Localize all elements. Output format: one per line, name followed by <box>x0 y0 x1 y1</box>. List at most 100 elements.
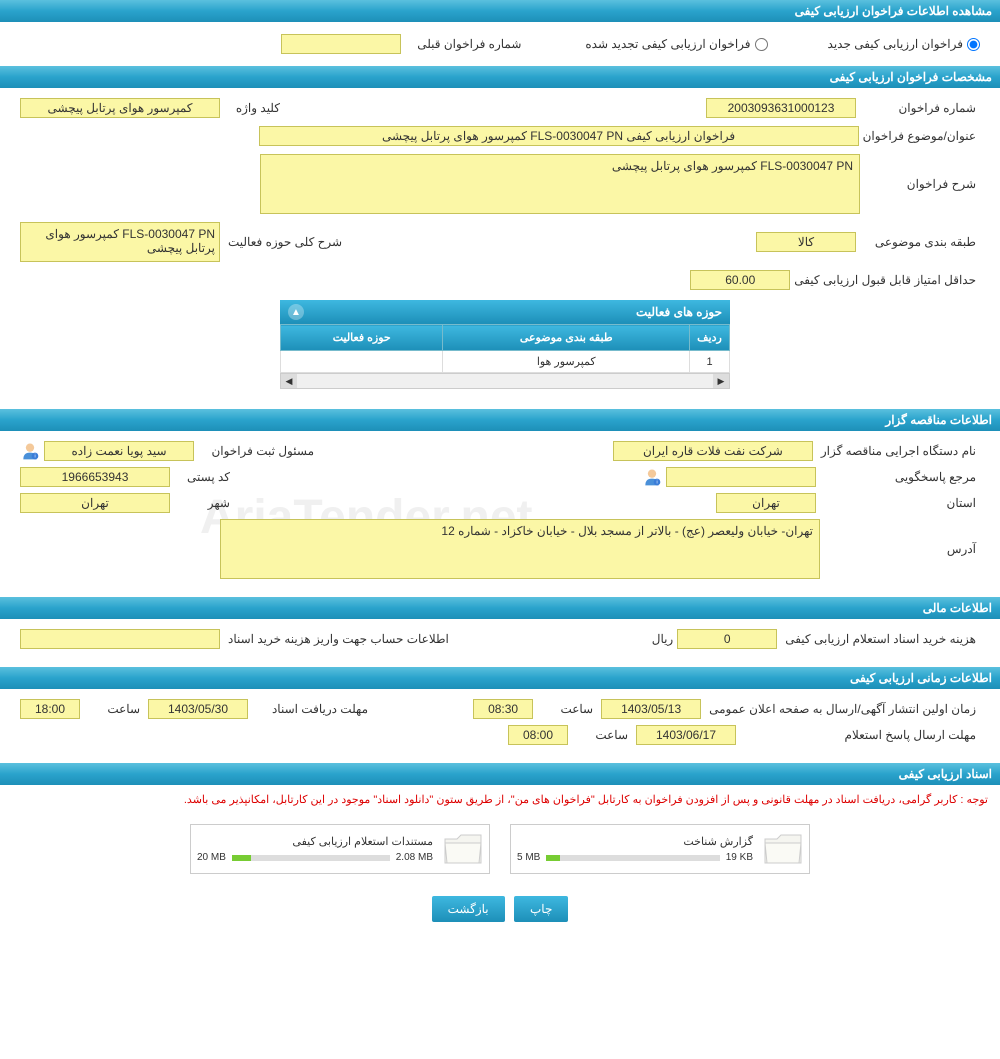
radio-renewed-input[interactable] <box>755 38 768 51</box>
call-number-label: شماره فراخوان <box>860 101 980 115</box>
city-value: تهران <box>20 493 170 513</box>
print-button[interactable]: چاپ <box>514 896 568 922</box>
responder-label: مرجع پاسخگویی <box>820 470 980 484</box>
deadline-date: 1403/05/30 <box>148 699 248 719</box>
city-label: شهر <box>174 496 234 510</box>
responder-value <box>666 467 816 487</box>
desc-value: FLS-0030047 PN کمپرسور هوای پرتابل پیچشی <box>260 154 860 214</box>
scroll-bar[interactable]: ▶ ◀ <box>280 373 730 389</box>
back-button[interactable]: بازگشت <box>432 896 505 922</box>
response-time: 08:00 <box>508 725 568 745</box>
bar-fill-2 <box>232 855 251 861</box>
file-name-1: گزارش شناخت <box>517 835 753 848</box>
postal-value: 1966653943 <box>20 467 170 487</box>
radio-new-label: فراخوان ارزیابی کیفی جدید <box>828 37 963 51</box>
title-value: فراخوان ارزیابی کیفی FLS-0030047 PN کمپر… <box>259 126 859 146</box>
min-score-value: 60.00 <box>690 270 790 290</box>
section-header-view-info: مشاهده اطلاعات فراخوان ارزیابی کیفی <box>0 0 1000 22</box>
col-activity: حوزه فعالیت <box>281 325 443 351</box>
file-info-2: مستندات استعلام ارزیابی کیفی 20 MB 2.08 … <box>197 835 433 863</box>
radio-renewed-call[interactable]: فراخوان ارزیابی کیفی تجدید شده <box>585 37 767 51</box>
tenderer-body: نام دستگاه اجرایی مناقصه گزار شرکت نفت ف… <box>0 431 1000 597</box>
radio-new-input[interactable] <box>967 38 980 51</box>
cell-category: کمپرسور هوا <box>443 351 690 373</box>
activity-scope-label: شرح کلی حوزه فعالیت <box>224 235 346 249</box>
hour-label-1: ساعت <box>537 702 597 716</box>
activity-scope-value: FLS-0030047 PN کمپرسور هوای پرتابل پیچشی <box>20 222 220 262</box>
province-label: استان <box>820 496 980 510</box>
user-icon: i <box>642 467 662 487</box>
file-bar-2: 20 MB 2.08 MB <box>197 852 433 863</box>
radio-renewed-label: فراخوان ارزیابی کیفی تجدید شده <box>585 37 750 51</box>
svg-text:i: i <box>34 454 35 460</box>
file1-total: 5 MB <box>517 852 540 863</box>
keyword-value: کمپرسور هوای پرتابل پیچشی <box>20 98 220 118</box>
postal-label: کد پستی <box>174 470 234 484</box>
title-label: عنوان/موضوع فراخوان <box>859 129 980 143</box>
specs-body: شماره فراخوان 2003093631000123 کلید واژه… <box>0 88 1000 409</box>
desc-label: شرح فراخوان <box>860 177 980 191</box>
hour-label-3: ساعت <box>572 728 632 742</box>
account-label: اطلاعات حساب جهت واریز هزینه خرید اسناد <box>224 632 453 646</box>
publish-label: زمان اولین انتشار آگهی/ارسال به صفحه اعل… <box>705 702 980 716</box>
user-icon: i <box>20 441 40 461</box>
file-row: گزارش شناخت 5 MB 19 KB مستندات استعلام ا… <box>0 814 1000 884</box>
rial-label: ریال <box>652 632 674 646</box>
publish-date: 1403/05/13 <box>601 699 701 719</box>
cost-value: 0 <box>677 629 777 649</box>
activity-table-header: حوزه های فعالیت ▲ <box>280 300 730 324</box>
activity-table-title: حوزه های فعالیت <box>636 305 722 319</box>
folder-icon <box>443 831 483 867</box>
prev-number-value <box>281 34 401 54</box>
file-card-1[interactable]: گزارش شناخت 5 MB 19 KB <box>510 824 810 874</box>
cell-idx: 1 <box>690 351 730 373</box>
section-header-timing: اطلاعات زمانی ارزیابی کیفی <box>0 667 1000 689</box>
activity-table-container: حوزه های فعالیت ▲ ردیف طبقه بندی موضوعی … <box>280 300 730 389</box>
org-value: شرکت نفت فلات قاره ایران <box>613 441 813 461</box>
radio-new-call[interactable]: فراخوان ارزیابی کیفی جدید <box>828 37 980 51</box>
file-bar-1: 5 MB 19 KB <box>517 852 753 863</box>
file2-total: 20 MB <box>197 852 226 863</box>
account-value <box>20 629 220 649</box>
registrar-value: سید پویا نعمت زاده <box>44 441 194 461</box>
col-row: ردیف <box>690 325 730 351</box>
prev-number-label: شماره فراخوان قبلی <box>405 37 525 51</box>
response-date: 1403/06/17 <box>636 725 736 745</box>
collapse-icon[interactable]: ▲ <box>288 304 304 320</box>
svg-text:i: i <box>656 480 657 486</box>
call-number-value: 2003093631000123 <box>706 98 856 118</box>
deadline-time: 18:00 <box>20 699 80 719</box>
hour-label-2: ساعت <box>84 702 144 716</box>
prev-number-col: شماره فراخوان قبلی <box>281 34 525 54</box>
table-row: 1 کمپرسور هوا <box>281 351 730 373</box>
col-category: طبقه بندی موضوعی <box>443 325 690 351</box>
file-info-1: گزارش شناخت 5 MB 19 KB <box>517 835 753 863</box>
activity-grid: ردیف طبقه بندی موضوعی حوزه فعالیت 1 کمپر… <box>280 324 730 373</box>
folder-icon <box>763 831 803 867</box>
file-name-2: مستندات استعلام ارزیابی کیفی <box>197 835 433 848</box>
bar-fill-1 <box>546 855 560 861</box>
org-label: نام دستگاه اجرایی مناقصه گزار <box>817 444 980 458</box>
registrar-label: مسئول ثبت فراخوان <box>198 444 318 458</box>
province-value: تهران <box>716 493 816 513</box>
section-header-documents: اسناد ارزیابی کیفی <box>0 763 1000 785</box>
category-label: طبقه بندی موضوعی <box>860 235 980 249</box>
cell-activity <box>281 351 443 373</box>
bar-track-1 <box>546 855 719 861</box>
category-value: کالا <box>756 232 856 252</box>
deadline-label: مهلت دریافت اسناد <box>252 702 372 716</box>
button-row: چاپ بازگشت <box>0 884 1000 934</box>
file1-used: 19 KB <box>726 852 753 863</box>
publish-time: 08:30 <box>473 699 533 719</box>
bar-track-2 <box>232 855 390 861</box>
scroll-right-icon[interactable]: ▶ <box>713 374 729 388</box>
response-label: مهلت ارسال پاسخ استعلام <box>740 728 980 742</box>
file-card-2[interactable]: مستندات استعلام ارزیابی کیفی 20 MB 2.08 … <box>190 824 490 874</box>
timing-body: زمان اولین انتشار آگهی/ارسال به صفحه اعل… <box>0 689 1000 763</box>
call-type-row: فراخوان ارزیابی کیفی جدید فراخوان ارزیاب… <box>0 22 1000 66</box>
keyword-label: کلید واژه <box>224 101 284 115</box>
scroll-left-icon[interactable]: ◀ <box>281 374 297 388</box>
min-score-label: حداقل امتیاز قابل قبول ارزیابی کیفی <box>790 273 980 287</box>
file2-used: 2.08 MB <box>396 852 433 863</box>
section-header-specs: مشخصات فراخوان ارزیابی کیفی <box>0 66 1000 88</box>
